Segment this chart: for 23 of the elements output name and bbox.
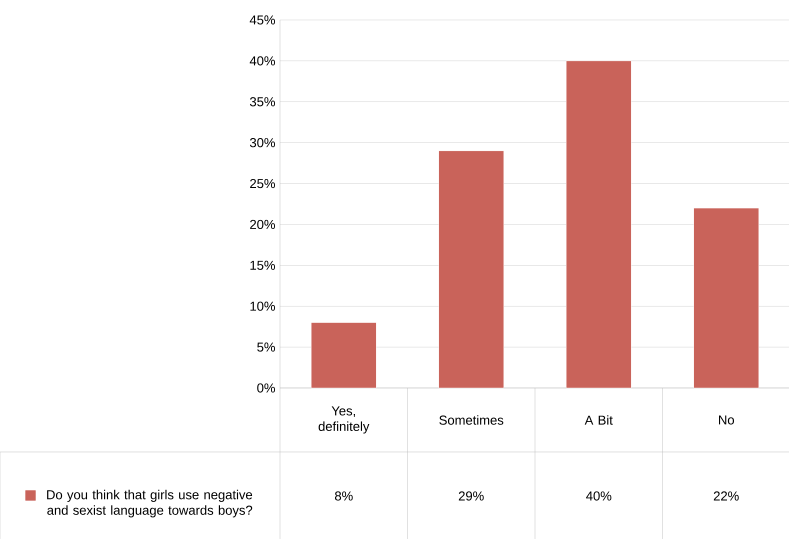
data-label: 22% [714, 491, 739, 501]
y-tick-label: 40% [250, 56, 276, 66]
x-tick-label: No [719, 415, 734, 425]
x-tick-label: A Bit [584, 415, 613, 425]
y-tick-label: 20% [250, 220, 276, 230]
y-tick-label: 5% [257, 342, 276, 352]
y-tick-label: 25% [250, 178, 276, 188]
x-tick-label: Sometimes [439, 415, 504, 425]
bar [566, 60, 632, 388]
data-label: 40% [586, 491, 612, 501]
legend-label: Do you think that girls use negative and sexist language towards boys? [47, 490, 252, 518]
data-label: 8% [334, 491, 353, 501]
y-tick-label: 0% [257, 383, 276, 393]
bar [311, 322, 376, 388]
y-tick-label: 10% [250, 302, 276, 311]
y-tick-label: 30% [250, 138, 276, 148]
bar [694, 208, 759, 388]
y-tick-label: 35% [250, 97, 276, 106]
x-tick-label: Yes, definitely [318, 406, 370, 434]
y-tick-label: 15% [250, 260, 276, 270]
y-tick-label: 45% [250, 15, 276, 25]
bar [438, 150, 504, 388]
data-label: 29% [458, 491, 484, 501]
